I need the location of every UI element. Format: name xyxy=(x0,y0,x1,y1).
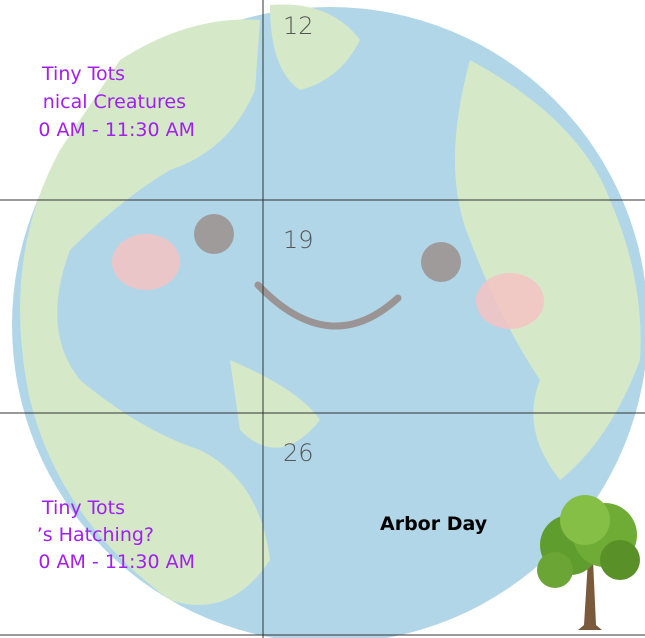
event-line: 0 AM - 11:30 AM xyxy=(38,119,195,141)
calendar-view: 12 Tiny Tots nical Creatures 0 AM - 11:3… xyxy=(0,0,645,638)
event-line: Tiny Tots xyxy=(41,63,125,85)
event-line: Tiny Tots xyxy=(41,497,125,519)
day-number: 19 xyxy=(283,226,314,254)
holiday: Arbor Day xyxy=(380,513,488,535)
day-number: 26 xyxy=(283,439,314,467)
event-line: nical Creatures xyxy=(43,91,186,113)
day-number: 12 xyxy=(283,12,314,40)
event-line: 0 AM - 11:30 AM xyxy=(38,551,195,573)
event-line: ’s Hatching? xyxy=(37,524,154,546)
